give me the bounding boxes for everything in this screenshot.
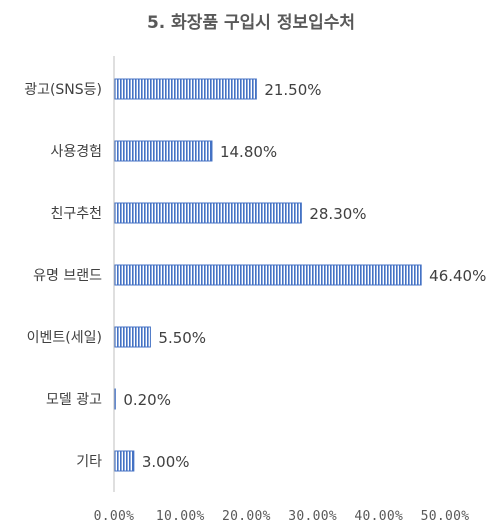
x-tick-label: 30.00% xyxy=(288,509,337,524)
category-label: 유명 브랜드 xyxy=(33,268,102,284)
category-label: 친구추천 xyxy=(50,206,102,222)
chart-title: 5. 화장품 구입시 정보입수처 xyxy=(147,13,355,33)
plot-area: 광고(SNS등) 21.50% 사용경험 14.80% 친구추천 28.30% 유명 브랜드… xyxy=(24,56,486,524)
x-tick-label: 20.00% xyxy=(222,509,271,524)
bar xyxy=(113,140,213,162)
bar xyxy=(113,202,302,224)
data-label: 5.50% xyxy=(158,329,206,347)
data-label: 3.00% xyxy=(142,453,190,471)
category-label: 사용경험 xyxy=(50,144,102,160)
data-label: 0.20% xyxy=(123,391,171,409)
data-label: 14.80% xyxy=(220,143,277,161)
bar xyxy=(113,450,135,472)
category-label: 기타 xyxy=(76,454,102,470)
bar xyxy=(113,264,422,286)
bar xyxy=(113,326,151,348)
x-tick-label: 10.00% xyxy=(156,509,205,524)
data-label: 28.30% xyxy=(309,205,366,223)
category-label: 모델 광고 xyxy=(46,392,102,408)
x-tick-label: 50.00% xyxy=(421,509,470,524)
x-tick-label: 0.00% xyxy=(94,509,135,524)
bar xyxy=(113,78,257,100)
category-label: 이벤트(세일) xyxy=(27,330,102,346)
category-label: 광고(SNS등) xyxy=(24,82,102,98)
data-label: 21.50% xyxy=(264,81,321,99)
data-label: 46.40% xyxy=(429,267,486,285)
x-tick-label: 40.00% xyxy=(354,509,403,524)
